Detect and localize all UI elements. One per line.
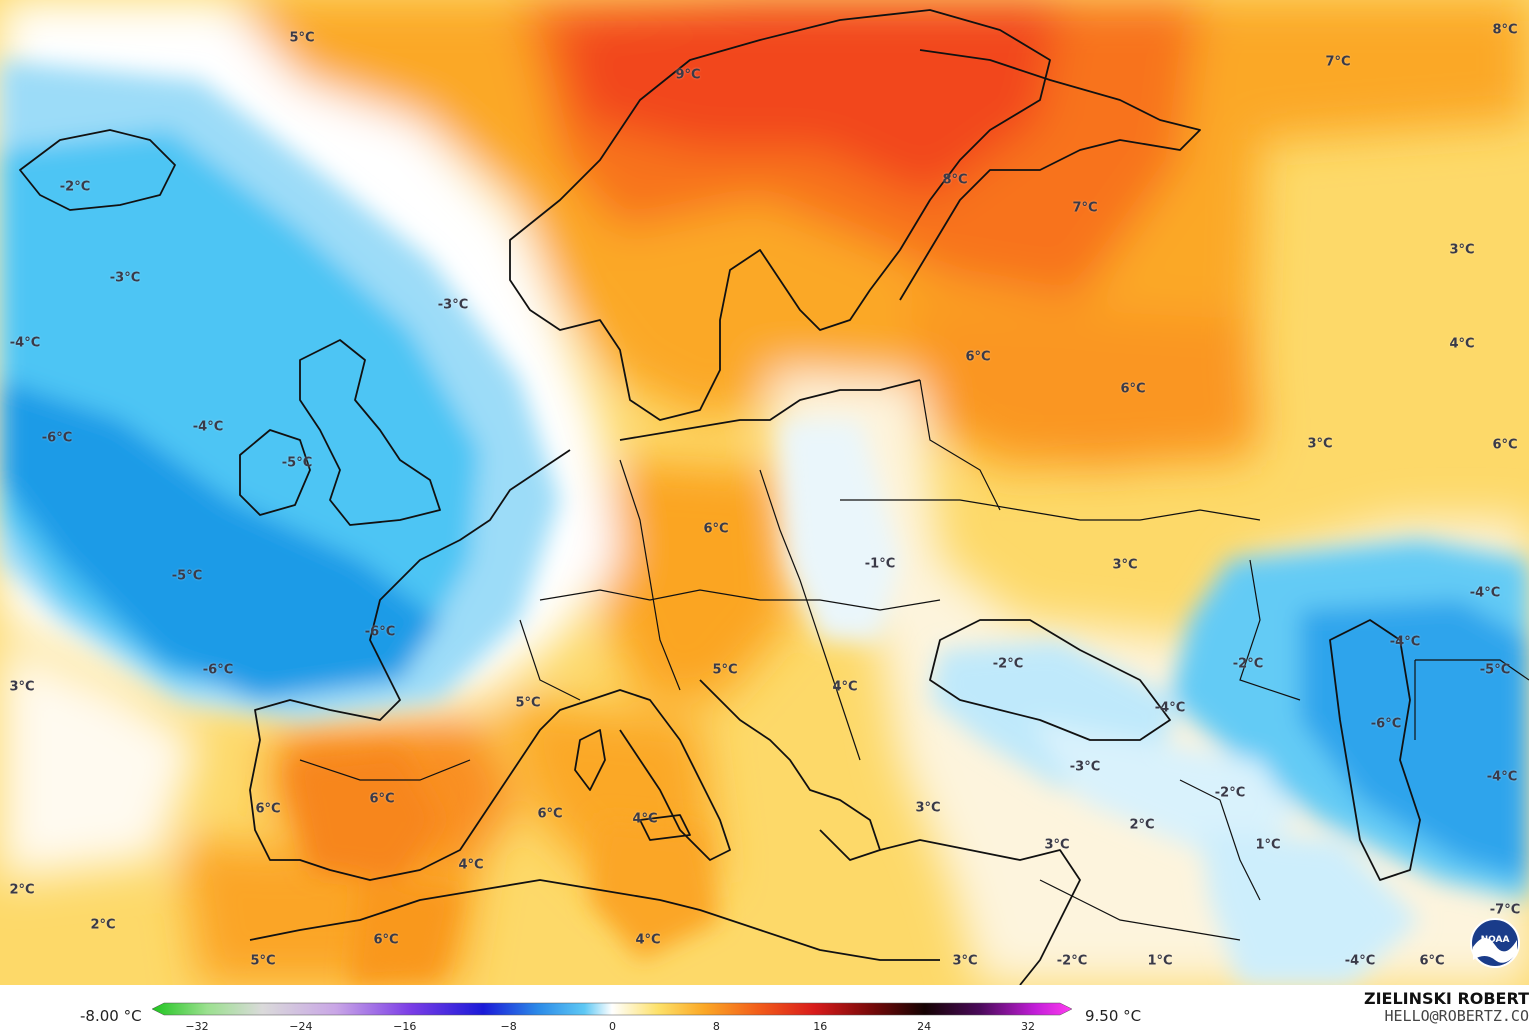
temperature-label: -2°C xyxy=(59,179,91,195)
temperature-label: -6°C xyxy=(202,662,234,678)
scale-tick-label: 0 xyxy=(609,1020,616,1033)
temperature-label: 7°C xyxy=(1325,54,1351,70)
temperature-label: 3°C xyxy=(1449,242,1475,258)
temperature-label: -3°C xyxy=(1069,759,1101,775)
temperature-label: 6°C xyxy=(1120,381,1146,397)
temperature-label: 5°C xyxy=(515,695,541,711)
scale-tick-label: 8 xyxy=(712,1020,720,1033)
temperature-label: -1°C xyxy=(864,556,896,572)
temperature-label: 4°C xyxy=(458,857,484,873)
temperature-label: 2°C xyxy=(90,917,116,933)
temperature-label: 6°C xyxy=(1419,953,1445,969)
temperature-label: 3°C xyxy=(1112,557,1138,573)
scale-tick-label: 24 xyxy=(917,1020,932,1033)
temperature-label: -5°C xyxy=(1479,662,1511,678)
temperature-label: 8°C xyxy=(1492,22,1518,38)
temperature-label: -4°C xyxy=(1469,585,1501,601)
credit-name: ZIELINSKI ROBERT xyxy=(1363,989,1529,1008)
temperature-label: 8°C xyxy=(942,172,968,188)
temperature-label: -6°C xyxy=(1370,716,1402,732)
temperature-label: 4°C xyxy=(832,679,858,695)
temperature-anomaly-map[interactable]: NOAA 5°C 8°C 9°C 7°C -2°C 8°C 7°C -3°C 3°C -3°C -4… xyxy=(0,0,1529,985)
temperature-label: -4°C xyxy=(1344,953,1376,969)
temperature-label: 2°C xyxy=(1129,817,1155,833)
scale-min-label: -8.00 °C xyxy=(80,1007,142,1025)
color-scale-bar xyxy=(152,1002,1072,1016)
temperature-label: -4°C xyxy=(9,335,41,351)
scale-tick-label: −32 xyxy=(185,1020,209,1033)
scale-max-label: 9.50 °C xyxy=(1085,1007,1142,1025)
temperature-field xyxy=(0,0,1529,985)
map-canvas: NOAA xyxy=(0,0,1529,985)
temperature-label: -4°C xyxy=(1389,634,1421,650)
temperature-label: -2°C xyxy=(1214,785,1246,801)
temperature-label: 3°C xyxy=(9,679,35,695)
footer: -8.00 °C xyxy=(0,985,1529,1035)
temperature-label: 3°C xyxy=(1044,837,1070,853)
noaa-logo-icon: NOAA xyxy=(1470,918,1520,968)
temperature-label: -7°C xyxy=(1489,902,1521,918)
temperature-label: 6°C xyxy=(373,932,399,948)
temperature-label: 5°C xyxy=(712,662,738,678)
scale-tick-label: −24 xyxy=(289,1020,313,1033)
temperature-label: 6°C xyxy=(703,521,729,537)
temperature-label: 9°C xyxy=(675,67,701,83)
temperature-label: 1°C xyxy=(1255,837,1281,853)
temperature-label: -6°C xyxy=(364,624,396,640)
temperature-label: 6°C xyxy=(1492,437,1518,453)
scale-tick-label: −16 xyxy=(393,1020,417,1033)
temperature-label: -3°C xyxy=(109,270,141,286)
scale-tick-label: 16 xyxy=(813,1020,828,1033)
temperature-label: 4°C xyxy=(1449,336,1475,352)
temperature-label: 5°C xyxy=(289,30,315,46)
temperature-label: -6°C xyxy=(41,430,73,446)
svg-text:NOAA: NOAA xyxy=(1481,935,1510,945)
temperature-label: 6°C xyxy=(255,801,281,817)
temperature-label: -4°C xyxy=(192,419,224,435)
coastlines xyxy=(19,9,1421,985)
temperature-label: 3°C xyxy=(1307,436,1333,452)
temperature-label: -5°C xyxy=(281,455,313,471)
temperature-label: 5°C xyxy=(250,953,276,969)
scale-tick-label: −8 xyxy=(500,1020,517,1033)
temperature-label: 4°C xyxy=(632,811,658,827)
temperature-label: 7°C xyxy=(1072,200,1098,216)
temperature-label: -4°C xyxy=(1154,700,1186,716)
temperature-label: -2°C xyxy=(992,656,1024,672)
temperature-label: -4°C xyxy=(1486,769,1518,785)
temperature-label: -2°C xyxy=(1232,656,1264,672)
temperature-label: 6°C xyxy=(965,349,991,365)
temperature-label: 3°C xyxy=(915,800,941,816)
temperature-label: 1°C xyxy=(1147,953,1173,969)
country-borders xyxy=(299,379,1529,941)
temperature-label: 2°C xyxy=(9,882,35,898)
scale-tick-label: 32 xyxy=(1021,1020,1035,1033)
credit-email: HELLO@ROBERTZ.CO xyxy=(1384,1007,1529,1025)
temperature-label: 4°C xyxy=(635,932,661,948)
temperature-label: -5°C xyxy=(171,568,203,584)
temperature-label: 6°C xyxy=(369,791,395,807)
temperature-label: -2°C xyxy=(1056,953,1088,969)
temperature-label: 6°C xyxy=(537,806,563,822)
temperature-label: -3°C xyxy=(437,297,469,313)
temperature-label: 3°C xyxy=(952,953,978,969)
